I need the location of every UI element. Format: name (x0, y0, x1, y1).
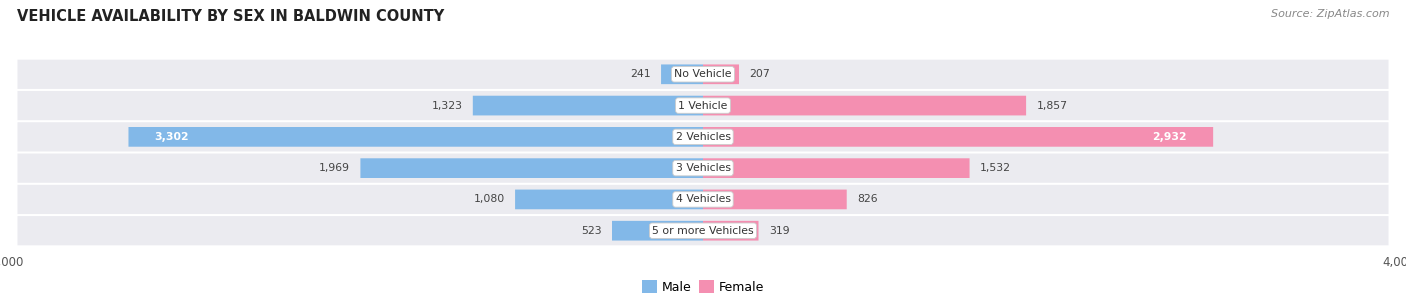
Text: 523: 523 (581, 226, 602, 236)
FancyBboxPatch shape (515, 190, 703, 209)
FancyBboxPatch shape (17, 91, 1389, 120)
Text: 1,857: 1,857 (1036, 101, 1067, 111)
Text: 1 Vehicle: 1 Vehicle (678, 101, 728, 111)
Text: VEHICLE AVAILABILITY BY SEX IN BALDWIN COUNTY: VEHICLE AVAILABILITY BY SEX IN BALDWIN C… (17, 9, 444, 24)
FancyBboxPatch shape (703, 96, 1026, 115)
FancyBboxPatch shape (360, 158, 703, 178)
FancyBboxPatch shape (17, 153, 1389, 183)
FancyBboxPatch shape (17, 216, 1389, 245)
Text: Source: ZipAtlas.com: Source: ZipAtlas.com (1271, 9, 1389, 19)
FancyBboxPatch shape (612, 221, 703, 241)
Text: 2,932: 2,932 (1153, 132, 1187, 142)
Text: No Vehicle: No Vehicle (675, 69, 731, 79)
FancyBboxPatch shape (17, 60, 1389, 89)
Text: 1,532: 1,532 (980, 163, 1011, 173)
Text: 1,323: 1,323 (432, 101, 463, 111)
Text: 826: 826 (858, 194, 877, 204)
FancyBboxPatch shape (17, 122, 1389, 152)
Text: 207: 207 (749, 69, 770, 79)
Text: 319: 319 (769, 226, 790, 236)
Text: 3 Vehicles: 3 Vehicles (675, 163, 731, 173)
FancyBboxPatch shape (703, 221, 758, 241)
FancyBboxPatch shape (128, 127, 703, 147)
FancyBboxPatch shape (661, 64, 703, 84)
Text: 5 or more Vehicles: 5 or more Vehicles (652, 226, 754, 236)
Text: 241: 241 (630, 69, 651, 79)
Text: 2 Vehicles: 2 Vehicles (675, 132, 731, 142)
FancyBboxPatch shape (703, 158, 970, 178)
Text: 1,969: 1,969 (319, 163, 350, 173)
Text: 4 Vehicles: 4 Vehicles (675, 194, 731, 204)
FancyBboxPatch shape (17, 185, 1389, 214)
FancyBboxPatch shape (703, 64, 740, 84)
Text: 3,302: 3,302 (155, 132, 190, 142)
Text: 1,080: 1,080 (474, 194, 505, 204)
Legend: Male, Female: Male, Female (637, 275, 769, 299)
FancyBboxPatch shape (703, 190, 846, 209)
FancyBboxPatch shape (703, 127, 1213, 147)
FancyBboxPatch shape (472, 96, 703, 115)
